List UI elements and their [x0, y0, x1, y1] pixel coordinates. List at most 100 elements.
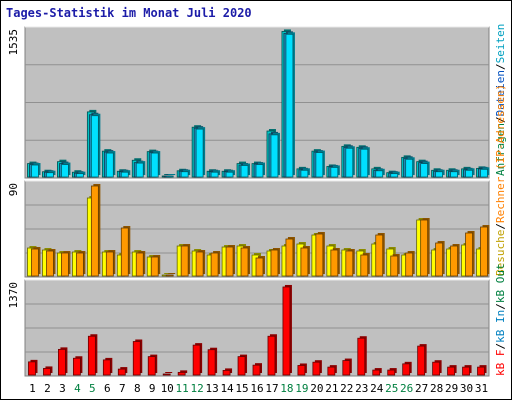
bar-seiten-day-18 — [285, 33, 294, 178]
bar-seiten-day-15 — [240, 165, 249, 178]
bar-rechner-day-10-shadow — [168, 273, 176, 274]
bar-seiten-day-27 — [420, 163, 429, 178]
x-tick-label-day-3: 3 — [59, 382, 66, 395]
y-max-label-1: 1535 — [7, 29, 20, 56]
x-tick-label-day-19: 19 — [295, 382, 308, 395]
bar-kbytes-day-13 — [207, 349, 216, 376]
bar-kbytes-day-31 — [477, 366, 485, 376]
bar-seiten-day-10-shadow — [168, 174, 176, 175]
bar-seiten-day-24 — [375, 170, 384, 178]
x-tick-label-day-10: 10 — [161, 382, 174, 395]
bar-kbytes-day-27 — [417, 345, 426, 376]
bar-kbytes-day-4 — [72, 357, 81, 376]
bar-kbytes-day-26 — [402, 363, 411, 376]
x-tick-label-day-27: 27 — [415, 382, 428, 395]
x-tick-label-day-23: 23 — [355, 382, 368, 395]
bar-seiten-day-14 — [225, 171, 234, 178]
bar-rechner-day-17 — [270, 249, 279, 277]
bar-seiten-day-9 — [150, 152, 159, 178]
x-tick-label-day-22: 22 — [340, 382, 353, 395]
x-tick-label-day-25: 25 — [385, 382, 398, 395]
bar-rechner-day-2 — [46, 250, 54, 277]
bar-kbytes-day-11-shadow — [180, 370, 188, 373]
bar-seiten-day-28 — [435, 171, 444, 178]
bar-rechner-day-19 — [300, 247, 309, 277]
bar-kbytes-day-21 — [327, 366, 336, 376]
bar-seiten-day-6 — [105, 152, 114, 178]
bar-seiten-day-25 — [390, 173, 399, 178]
bar-rechner-day-1 — [31, 248, 39, 277]
bar-kbytes-day-8 — [132, 341, 141, 376]
bar-kbytes-day-23 — [357, 337, 366, 376]
bar-rechner-day-5 — [90, 185, 99, 277]
bar-rechner-day-13 — [210, 252, 219, 277]
bar-rechner-day-22 — [345, 250, 354, 277]
bar-rechner-day-29 — [450, 245, 458, 277]
bar-rechner-day-3 — [61, 252, 69, 277]
bar-rechner-day-14 — [225, 246, 234, 277]
y-max-label-3: 1370 — [7, 282, 20, 309]
bar-kbytes-day-12 — [192, 344, 201, 376]
bar-seiten-day-12 — [195, 128, 204, 178]
bar-kbytes-day-28 — [432, 361, 441, 376]
bar-seiten-day-31 — [480, 168, 488, 178]
bar-rechner-day-23 — [360, 254, 369, 277]
bar-rechner-day-24 — [375, 234, 384, 277]
bar-kbytes-day-18 — [282, 286, 291, 376]
bar-kbytes-day-7 — [117, 368, 126, 376]
bar-rechner-day-9 — [150, 256, 159, 277]
bar-kbytes-day-3 — [58, 348, 66, 376]
bar-besuche-day-10-shadow — [164, 273, 172, 274]
bar-kbytes-day-5 — [87, 335, 96, 376]
x-tick-label-day-28: 28 — [430, 382, 443, 395]
x-tick-label-day-12: 12 — [191, 382, 204, 395]
bar-seiten-day-26 — [405, 158, 414, 178]
bar-rechner-day-18 — [285, 238, 294, 277]
x-tick-label-day-20: 20 — [310, 382, 323, 395]
x-tick-label-day-13: 13 — [205, 382, 218, 395]
x-tick-label-day-24: 24 — [370, 382, 384, 395]
bar-kbytes-day-9 — [147, 356, 156, 376]
bar-rechner-day-28 — [435, 242, 444, 277]
bar-seiten-day-17 — [270, 134, 279, 178]
bar-kbytes-day-22 — [342, 360, 351, 376]
bar-seiten-day-1 — [31, 164, 39, 178]
bar-seiten-day-19 — [300, 169, 309, 178]
bar-seiten-day-29 — [450, 171, 458, 178]
bar-seiten-day-8 — [135, 162, 144, 178]
bar-rechner-day-27 — [420, 219, 429, 277]
chart-title: Tages-Statistik im Monat Juli 2020 — [6, 6, 252, 20]
x-tick-label-day-11: 11 — [176, 382, 189, 395]
x-tick-label-day-6: 6 — [104, 382, 111, 395]
bar-rechner-day-25 — [390, 255, 399, 277]
bar-rechner-day-26 — [405, 252, 414, 277]
x-tick-label-day-18: 18 — [280, 382, 293, 395]
bar-kbytes-day-1 — [28, 361, 36, 376]
x-tick-label-day-5: 5 — [89, 382, 96, 395]
bar-rechner-day-4 — [75, 252, 84, 277]
y-max-label-2: 90 — [7, 183, 20, 196]
x-tick-label-day-30: 30 — [460, 382, 473, 395]
bar-rechner-day-6 — [105, 251, 114, 277]
bar-seiten-day-30 — [465, 169, 473, 178]
bar-rechner-day-20 — [315, 233, 324, 277]
bar-kbytes-day-15 — [237, 356, 246, 376]
bar-rechner-day-21 — [330, 249, 339, 277]
bar-kbytes-day-30 — [462, 366, 470, 376]
bar-rechner-day-31 — [480, 226, 488, 277]
bar-seiten-day-22 — [345, 147, 354, 178]
bar-kbytes-day-6 — [102, 359, 111, 376]
bar-kbytes-day-14 — [222, 370, 231, 376]
x-tick-label-day-1: 1 — [29, 382, 36, 395]
x-tick-label-day-7: 7 — [119, 382, 126, 395]
bar-rechner-day-11 — [180, 245, 189, 277]
bar-rechner-day-8 — [135, 252, 144, 277]
bar-seiten-day-5 — [90, 115, 99, 178]
x-tick-label-day-8: 8 — [134, 382, 141, 395]
x-tick-label-day-16: 16 — [250, 382, 263, 395]
bar-rechner-day-15 — [240, 247, 249, 277]
bar-kbytes-day-10 — [162, 373, 171, 376]
bar-rechner-day-16 — [255, 257, 264, 277]
x-tick-label-day-17: 17 — [265, 382, 278, 395]
